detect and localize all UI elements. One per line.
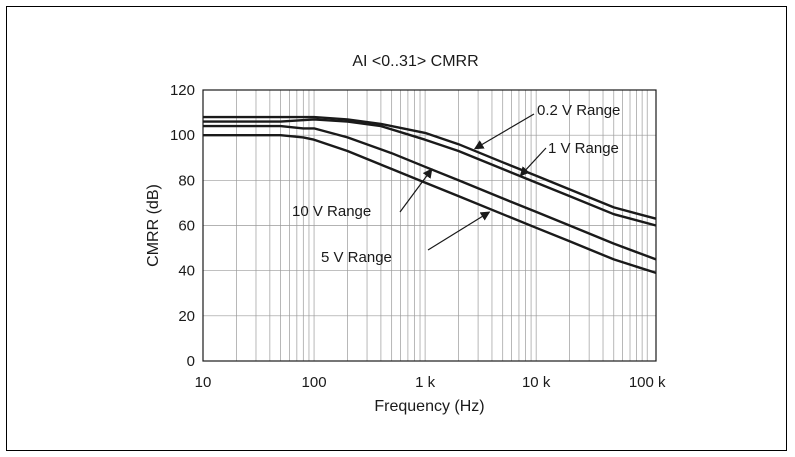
y-tick-label: 100 [170,127,195,144]
x-tick-label: 1 k [415,374,436,391]
annotation-label-3: 5 V Range [321,249,392,266]
series-line-0 [203,115,657,220]
annotation-leader-1 [519,147,547,177]
annotation-label-1: 1 V Range [548,140,619,157]
series-group [203,115,657,275]
figure-frame [6,6,787,451]
series-line-3 [203,134,657,275]
y-tick-label: 60 [178,218,195,235]
annotation-label-2: 10 V Range [292,203,371,220]
y-axis-label: CMRR (dB) [145,184,162,267]
annotation-leader-3 [427,211,491,251]
series-line-1 [203,118,657,227]
series-line-2 [203,124,657,261]
x-tick-label: 100 k [629,374,666,391]
y-tick-label: 0 [187,353,195,370]
grid [202,89,656,362]
y-tick-label: 20 [178,308,195,325]
annotation-leader-2 [399,168,433,213]
x-tick-label: 10 k [522,374,551,391]
annotation-leader-0 [473,113,535,150]
annotations: 0.2 V Range 1 V Range 10 V Range 5 V Range [292,102,620,266]
ticks: 10 100 1 k 10 k 100 k 0 20 40 60 80 100 120 [170,82,666,391]
x-tick-label: 10 [195,374,212,391]
y-tick-label: 80 [178,172,195,189]
plot-border [202,89,657,362]
y-tick-label: 40 [178,263,195,280]
x-axis-label: Frequency (Hz) [374,398,484,415]
y-tick-label: 120 [170,82,195,99]
x-tick-label: 100 [302,374,327,391]
annotation-label-0: 0.2 V Range [537,102,620,119]
chart-title: AI <0..31> CMRR [352,53,478,70]
